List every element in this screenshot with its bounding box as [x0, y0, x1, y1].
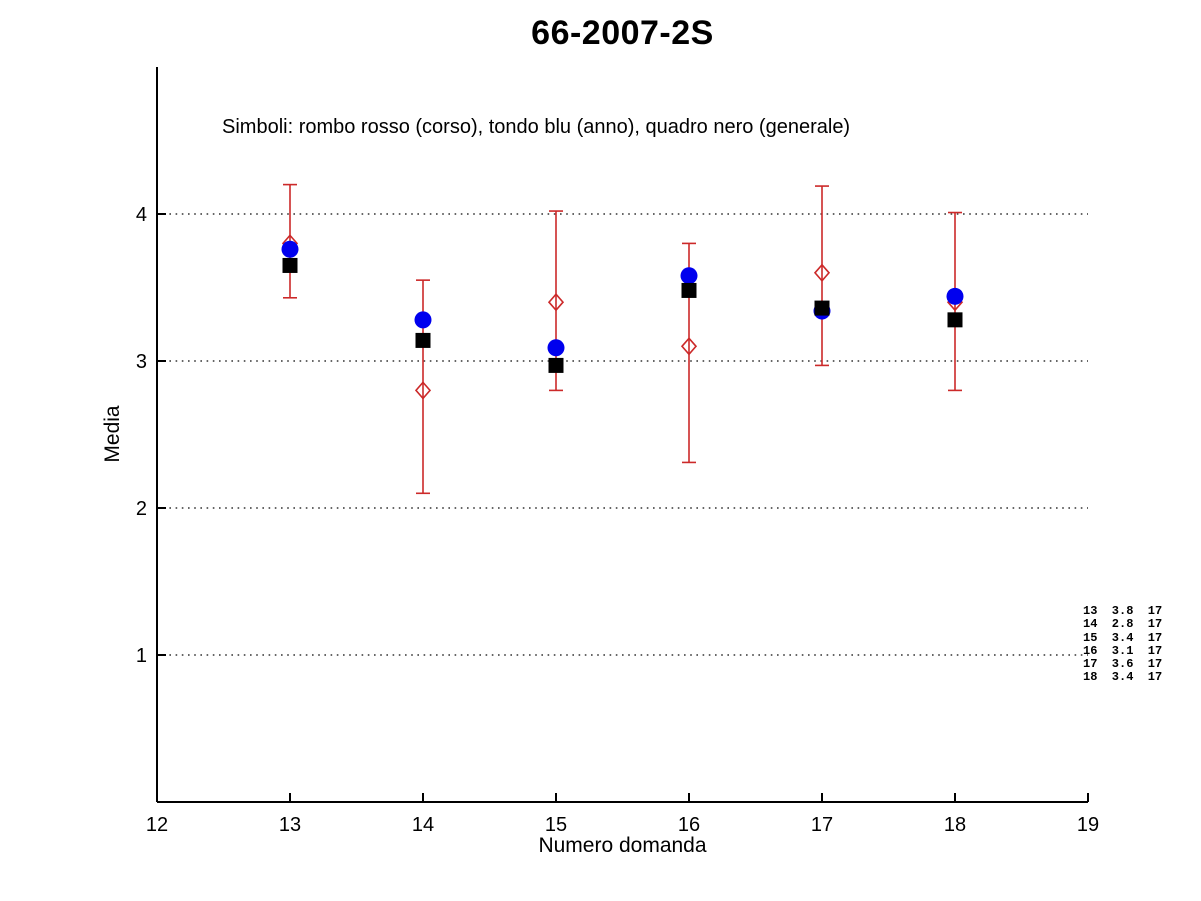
circle-marker-15 [547, 339, 565, 357]
annotation-row: 16 3.1 17 [1083, 643, 1163, 658]
x-tick-label-19: 19 [1077, 814, 1099, 836]
chart-subtitle: Simboli: rombo rosso (corso), tondo blu … [222, 116, 851, 138]
annotation-table: 13 3.8 17 14 2.8 17 15 3.4 17 16 3.1 17 17 3… [1083, 604, 1163, 685]
diamond-marker-14 [414, 381, 432, 400]
x-tick-label-17: 17 [811, 814, 833, 836]
annotation-row: 17 3.6 17 [1083, 657, 1163, 672]
y-axis-label: Media [101, 405, 124, 463]
y-tick-label-2: 2 [136, 498, 147, 520]
circle-marker-16 [680, 267, 698, 285]
diamond-marker-15 [547, 292, 565, 312]
y-tick-label-3: 3 [136, 351, 147, 373]
x-tick-label-12: 12 [146, 814, 168, 836]
diamond-marker-17 [813, 263, 831, 283]
square-marker-17 [814, 300, 830, 316]
square-marker-16 [681, 282, 697, 298]
square-marker-14 [415, 332, 431, 348]
circle-marker-13 [281, 240, 299, 258]
annotation-row: 14 2.8 17 [1083, 617, 1163, 632]
square-marker-15 [548, 357, 564, 373]
y-tick-label-1: 1 [136, 645, 147, 667]
circle-marker-18 [946, 287, 964, 305]
x-axis-label: Numero domanda [538, 834, 707, 857]
x-tick-label-16: 16 [678, 814, 700, 836]
y-tick-label-4: 4 [136, 204, 147, 226]
diamond-marker-16 [680, 337, 698, 356]
square-marker-13 [282, 257, 298, 273]
chart-title: 66-2007-2S [531, 14, 714, 52]
annotation-row: 13 3.8 17 [1083, 604, 1163, 618]
square-marker-18 [947, 312, 963, 328]
x-tick-label-18: 18 [944, 814, 966, 836]
annotation-row: 15 3.4 17 [1083, 630, 1163, 645]
annotation-row: 18 3.4 17 [1083, 670, 1163, 685]
x-tick-label-15: 15 [545, 814, 567, 836]
circle-marker-14 [414, 311, 432, 329]
x-tick-label-13: 13 [279, 814, 301, 836]
x-tick-label-14: 14 [412, 814, 434, 836]
